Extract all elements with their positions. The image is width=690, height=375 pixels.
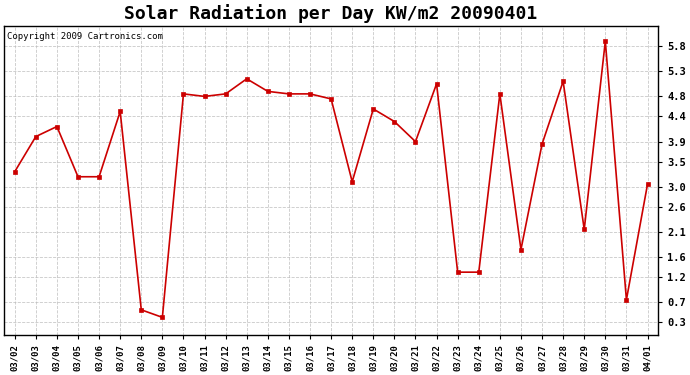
Title: Solar Radiation per Day KW/m2 20090401: Solar Radiation per Day KW/m2 20090401 [124,4,538,23]
Text: Copyright 2009 Cartronics.com: Copyright 2009 Cartronics.com [8,32,164,41]
